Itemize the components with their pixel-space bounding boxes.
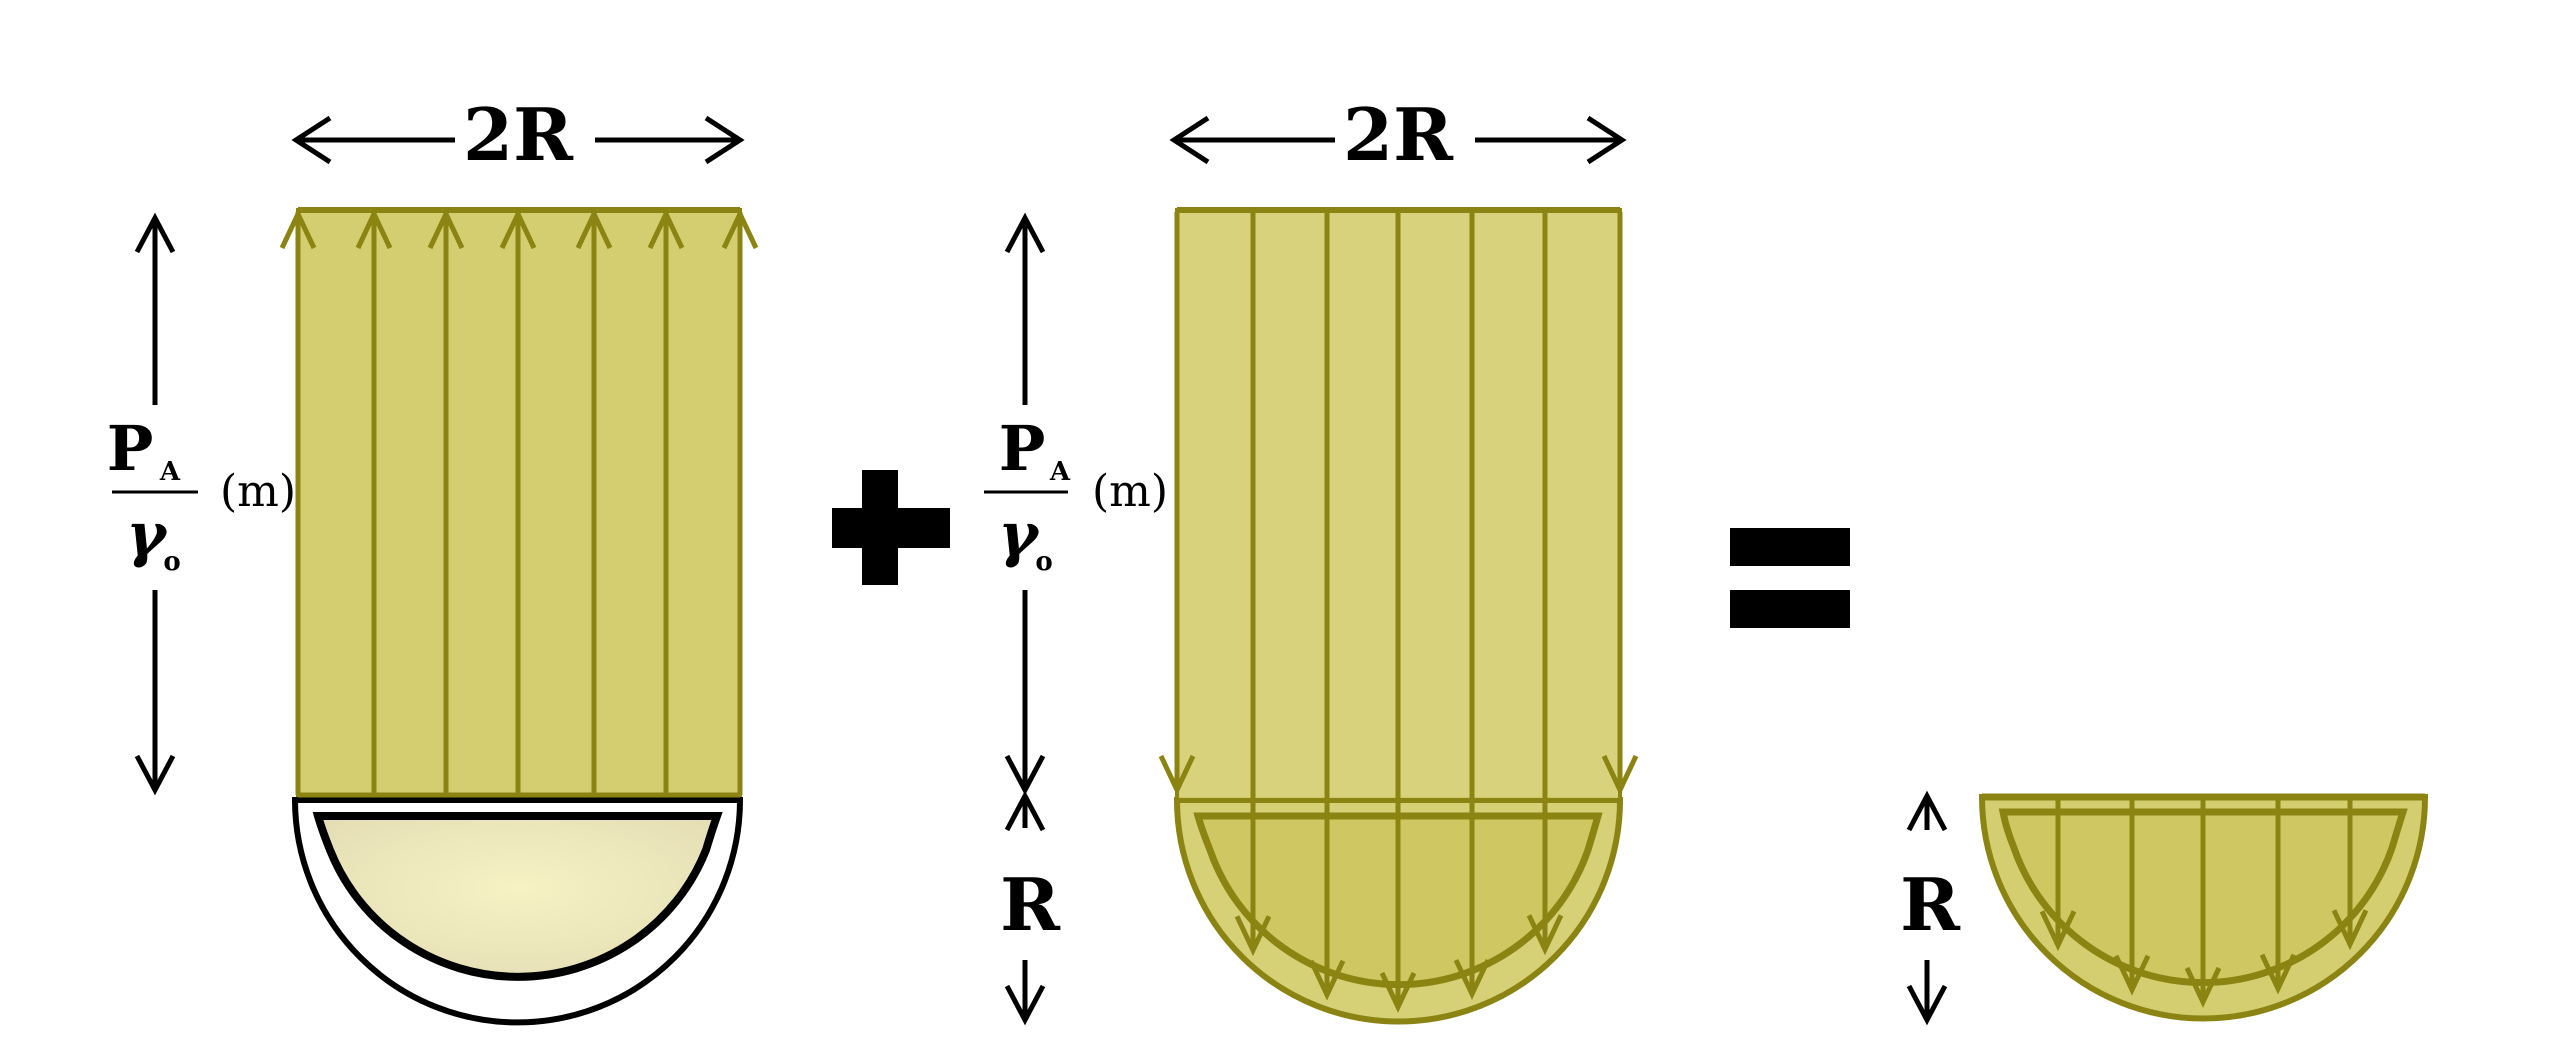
downward-arrow-head: [2259, 953, 2297, 995]
equals-sign: [1730, 528, 1850, 628]
width-label-1: 2R: [463, 92, 574, 177]
svg-text:A: A: [159, 457, 181, 487]
downward-arrow-head: [2184, 966, 2222, 1008]
downward-arrow-head: [2331, 909, 2369, 951]
width-dimension-1: 2R: [291, 92, 745, 177]
hemisphere-bowl-1: [291, 797, 744, 1026]
svg-text:P: P: [999, 412, 1046, 485]
svg-text:P: P: [107, 412, 154, 485]
depth-dimension-2: R: [1000, 790, 1061, 1026]
upward-arrow-head: [279, 208, 317, 250]
width-label-2: 2R: [1343, 92, 1454, 177]
panel-3-net-force: R: [1900, 790, 2429, 1026]
depth-dimension-3: R: [1900, 790, 1961, 1026]
downward-arrow-head: [1453, 958, 1491, 1000]
upward-arrows-1: [279, 208, 759, 795]
height-dimension-1: P A γ o (m): [107, 212, 296, 796]
depth-label-2: R: [1000, 862, 1061, 947]
downward-arrow-head: [1379, 971, 1417, 1013]
downward-arrow-head: [1158, 754, 1196, 796]
downward-arrow-head: [2039, 910, 2077, 952]
unit-label-2: (m): [1092, 466, 1168, 517]
downward-arrows-2: [1158, 212, 1639, 1013]
svg-text:o: o: [1035, 547, 1052, 577]
downward-arrow-head: [1234, 915, 1272, 957]
svg-text:o: o: [163, 547, 180, 577]
downward-arrow-head: [1526, 914, 1564, 956]
upward-arrow-head: [355, 208, 393, 250]
downward-arrow-head: [1601, 754, 1639, 796]
pressure-head-fraction-1: P A γ o: [107, 412, 198, 577]
depth-label-3: R: [1900, 862, 1961, 947]
svg-text:A: A: [1049, 457, 1071, 487]
panel-2-downward-pressure: 2R P A γ o (m) R: [984, 92, 1639, 1026]
upward-arrow-head: [647, 208, 685, 250]
upward-arrow-head: [427, 208, 465, 250]
upward-arrow-head: [721, 208, 759, 250]
upward-arrow-head: [575, 208, 613, 250]
plus-sign: [832, 470, 950, 585]
panel-1-upward-pressure: 2R P A γ o (m): [107, 92, 759, 1026]
downward-arrow-head: [1308, 959, 1346, 1001]
downward-arrows-3: [2039, 797, 2369, 1008]
width-dimension-2: 2R: [1169, 92, 1627, 177]
downward-arrow-head: [2113, 954, 2151, 996]
upward-arrow-head: [499, 208, 537, 250]
pressure-head-fraction-2: P A γ o: [984, 412, 1071, 577]
svg-text:γ: γ: [126, 500, 168, 570]
unit-label-1: (m): [220, 466, 296, 517]
svg-text:γ: γ: [998, 500, 1040, 570]
height-dimension-2: P A γ o (m): [984, 212, 1168, 796]
